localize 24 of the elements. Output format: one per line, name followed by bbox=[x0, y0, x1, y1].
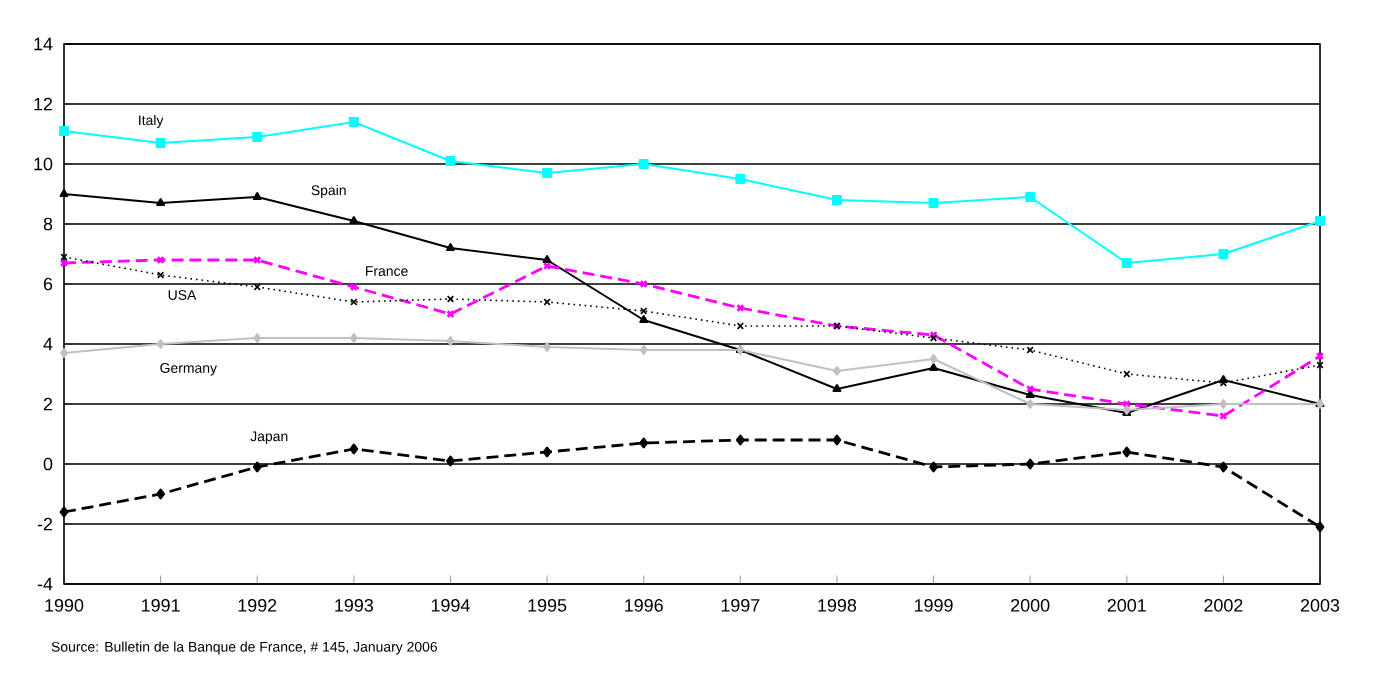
y-tick-label: 4 bbox=[43, 337, 53, 351]
y-tick-label: -4 bbox=[37, 577, 53, 591]
x-tick-label: 2000 bbox=[1011, 599, 1050, 612]
y-tick-label: 12 bbox=[34, 97, 53, 111]
x-tick-label: 1991 bbox=[142, 599, 180, 612]
y-tick-label: -2 bbox=[37, 517, 53, 531]
x-tick-label: 1994 bbox=[431, 599, 470, 612]
y-tick-label: 6 bbox=[43, 277, 53, 291]
x-tick-label: 1992 bbox=[238, 599, 277, 612]
x-tick-label: 1990 bbox=[45, 599, 84, 612]
x-tick-label: 2002 bbox=[1204, 599, 1243, 612]
y-tick-label: 0 bbox=[43, 457, 53, 471]
y-tick-label: 10 bbox=[34, 157, 53, 171]
x-tick-label: 1996 bbox=[625, 599, 663, 612]
x-tick-label: 1999 bbox=[914, 599, 953, 612]
x-tick-label: 1998 bbox=[818, 599, 857, 612]
x-tick-label: 2003 bbox=[1300, 599, 1340, 612]
x-tick-label: 1995 bbox=[528, 599, 567, 612]
x-tick-label: 2001 bbox=[1107, 599, 1146, 612]
y-tick-label: 2 bbox=[43, 397, 53, 411]
y-tick-label: 14 bbox=[34, 37, 53, 51]
x-tick-label: 1993 bbox=[335, 599, 373, 612]
y-tick-label: 8 bbox=[43, 217, 53, 231]
x-tick-label: 1997 bbox=[721, 599, 760, 612]
